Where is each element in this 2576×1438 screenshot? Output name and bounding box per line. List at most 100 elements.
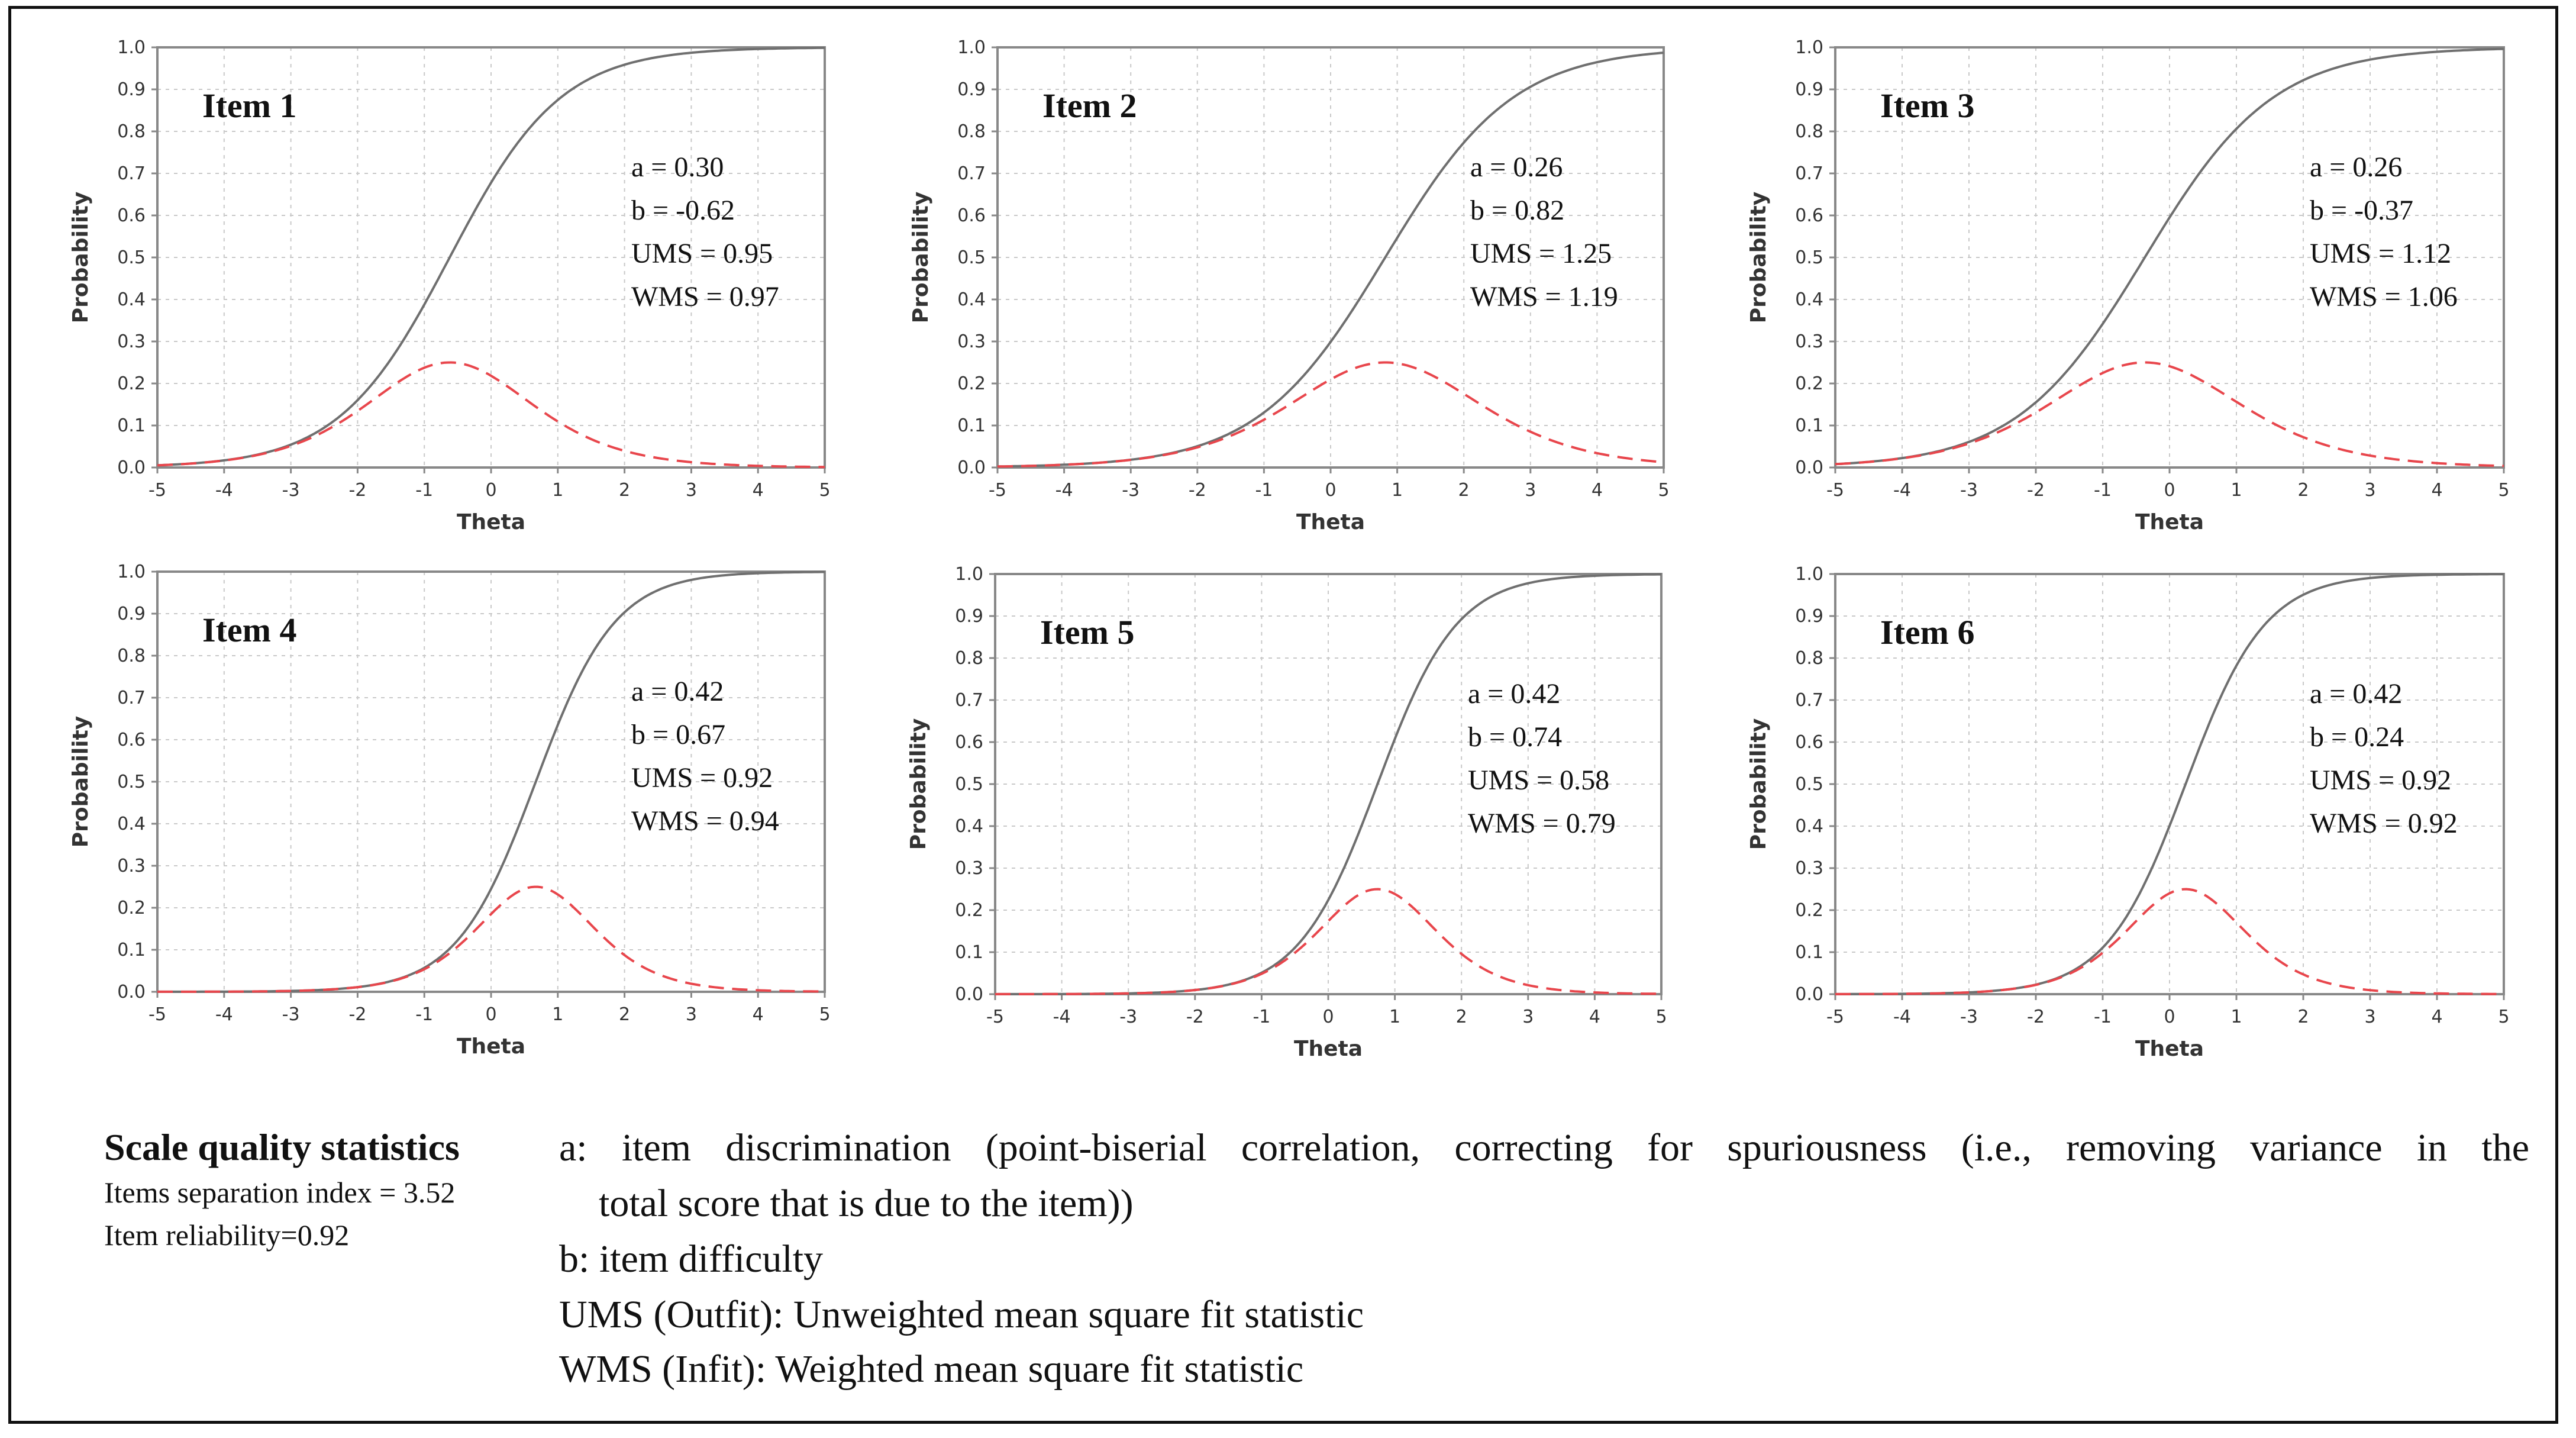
x-tick-label: 0 [2164, 1007, 2175, 1027]
y-tick-label: 0.3 [957, 331, 986, 352]
x-tick-label: -4 [1053, 1007, 1071, 1027]
x-tick-label: 4 [2431, 1007, 2442, 1027]
chart-title: Item 1 [202, 86, 296, 125]
y-tick-label: 0.9 [955, 606, 983, 627]
x-tick-label: -2 [348, 480, 366, 501]
y-tick-label: 0.6 [1795, 205, 1823, 226]
x-tick-label: 2 [1456, 1007, 1467, 1027]
y-tick-label: 0.4 [955, 816, 983, 837]
icc-curve [157, 570, 825, 993]
y-tick-label: 0.0 [1795, 984, 1823, 1005]
x-tick-label: -5 [149, 1004, 166, 1025]
x-tick-label: -4 [1055, 480, 1073, 501]
chart-item-6: -5 -4 -3 -2 -1 0 1 2 3 4 5 0.0 0.1 0.2 0.3 0.4 0.5 0.6 0.7… [1747, 564, 2510, 1061]
x-tick-label: -5 [1826, 480, 1844, 501]
y-axis-label: Probability [1747, 192, 1771, 323]
x-axis-label: Theta [2135, 510, 2204, 534]
y-tick-label: 0.5 [117, 772, 146, 792]
chart-title: Item 6 [1880, 613, 1974, 652]
y-tick-label: 0.4 [957, 289, 986, 310]
x-tick-label: -3 [282, 480, 300, 501]
x-tick-label: -2 [348, 1004, 366, 1025]
stat-label: b = -0.62 [631, 195, 735, 226]
y-tick-label: 0.3 [955, 858, 983, 879]
y-tick-label: 0.7 [1795, 690, 1823, 711]
x-axis-label: Theta [1296, 510, 1365, 534]
chart-title: Item 3 [1880, 86, 1974, 125]
chart-title: Item 4 [202, 611, 296, 649]
x-tick-label: 5 [819, 480, 830, 501]
stat-label: WMS = 0.94 [631, 805, 779, 837]
y-tick-label: 0.5 [955, 774, 983, 795]
y-tick-label: 0.2 [117, 373, 146, 394]
y-axis-label: Probability [69, 192, 93, 323]
stat-label: UMS = 0.58 [1468, 765, 1609, 796]
y-tick-label: 0.0 [117, 982, 146, 1002]
y-tick-label: 0.0 [957, 457, 986, 478]
stat-label: WMS = 0.92 [2310, 808, 2458, 839]
stat-label: UMS = 0.92 [2310, 765, 2451, 796]
x-tick-label: 2 [2297, 480, 2309, 501]
y-tick-label: 0.5 [957, 247, 986, 268]
x-tick-label: 5 [2498, 480, 2509, 501]
y-tick-label: 0.2 [1795, 373, 1823, 394]
x-tick-label: -1 [415, 480, 433, 501]
x-tick-label: 5 [1658, 480, 1669, 501]
chart-title: Item 2 [1042, 86, 1137, 125]
x-tick-label: 2 [619, 480, 630, 501]
stat-label: b = 0.82 [1470, 195, 1564, 226]
x-tick-label: 3 [1522, 1007, 1534, 1027]
y-tick-label: 0.2 [957, 373, 986, 394]
x-tick-label: 0 [1322, 1007, 1334, 1027]
y-tick-label: 0.2 [1795, 900, 1823, 921]
separation-index: Items separation index = 3.52 [104, 1176, 456, 1209]
x-tick-label: 5 [2498, 1007, 2509, 1027]
x-tick-label: 1 [1392, 480, 1403, 501]
y-tick-label: 0.6 [1795, 732, 1823, 753]
y-tick-label: 0.9 [957, 79, 986, 100]
information-curve [157, 885, 825, 993]
x-tick-label: -2 [1189, 480, 1206, 501]
chart-title: Item 5 [1040, 613, 1134, 652]
y-tick-label: 0.4 [1795, 289, 1823, 310]
y-tick-label: 1.0 [1795, 37, 1823, 58]
x-tick-label: -3 [1122, 480, 1139, 501]
x-tick-label: 4 [753, 1004, 764, 1025]
y-tick-label: 0.4 [117, 289, 146, 310]
stat-label: UMS = 1.25 [1470, 238, 1612, 269]
information-curve [995, 888, 1661, 995]
x-tick-label: 2 [1458, 480, 1470, 501]
x-tick-label: 4 [2431, 480, 2442, 501]
y-axis-label: Probability [1747, 718, 1771, 850]
y-tick-label: 0.4 [117, 814, 146, 834]
definition-b: b: item difficulty [559, 1237, 824, 1281]
definition-wms: WMS (Infit): Weighted mean square fit st… [559, 1347, 1304, 1391]
y-tick-label: 0.8 [117, 646, 146, 666]
stat-label: UMS = 1.12 [2310, 238, 2451, 269]
y-axis-label: Probability [909, 192, 933, 323]
x-axis-label: Theta [457, 1034, 525, 1059]
x-tick-label: -4 [1893, 480, 1911, 501]
x-tick-label: -3 [1960, 1007, 1978, 1027]
icc-curve [1835, 573, 2504, 995]
stat-label: a = 0.26 [1470, 151, 1563, 183]
information-curve [1835, 361, 2504, 467]
y-tick-label: 1.0 [117, 37, 146, 58]
y-tick-label: 0.8 [117, 121, 146, 142]
y-tick-label: 0.1 [117, 940, 146, 960]
y-tick-label: 0.3 [1795, 858, 1823, 879]
x-tick-label: -3 [1119, 1007, 1137, 1027]
icc-curve [157, 46, 825, 467]
information-curve [157, 361, 825, 469]
y-tick-label: 0.0 [1795, 457, 1823, 478]
x-tick-label: 4 [1592, 480, 1603, 501]
definition-a-line1: a: item discrimination (point-biserial c… [559, 1126, 2529, 1169]
x-tick-label: -1 [1255, 480, 1273, 501]
information-curve [1835, 888, 2504, 995]
x-tick-label: 2 [619, 1004, 630, 1025]
y-tick-label: 0.6 [117, 730, 146, 750]
stat-label: WMS = 0.79 [1468, 808, 1616, 839]
x-tick-label: 2 [2297, 1007, 2309, 1027]
y-tick-label: 0.1 [955, 942, 983, 963]
